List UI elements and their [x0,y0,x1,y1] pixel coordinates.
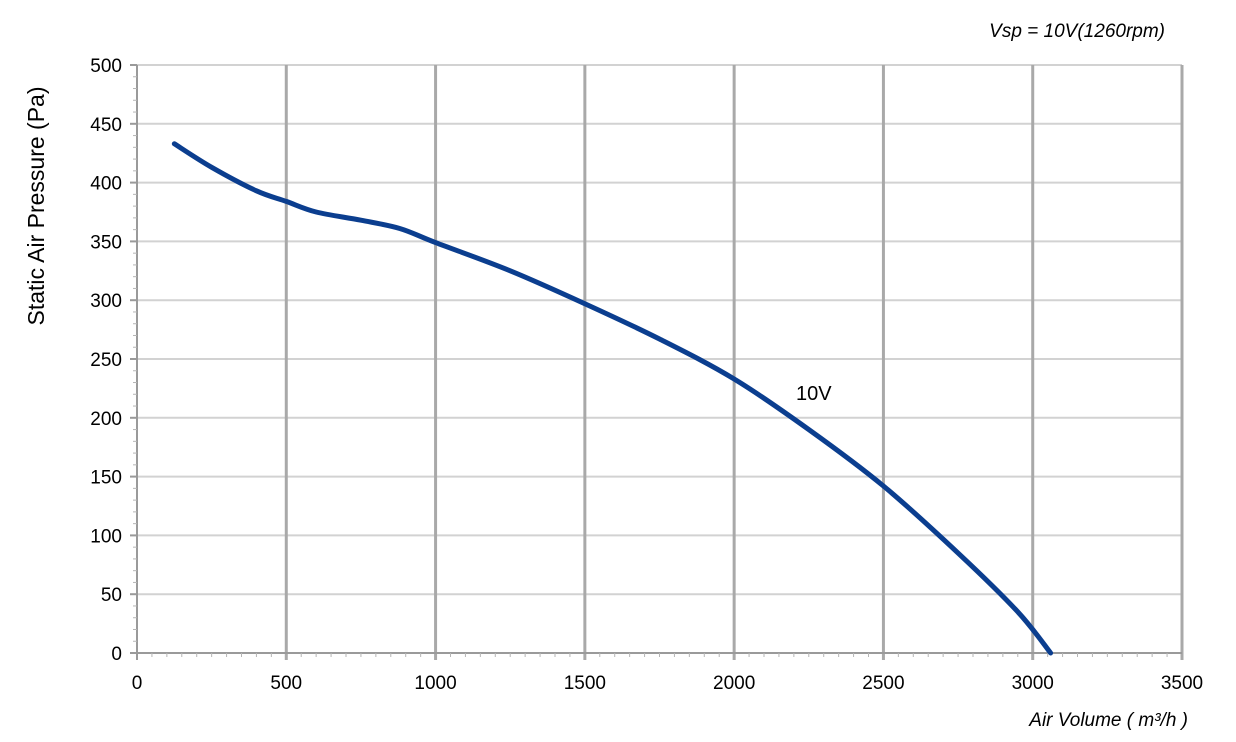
y-tick-label: 200 [90,409,122,430]
grid [130,64,1184,660]
y-tick-label: 300 [90,291,122,312]
y-tick-label: 400 [90,174,122,195]
y-tick-label: 350 [90,232,122,253]
y-tick-label: 0 [111,644,122,665]
tick-marks [130,64,1168,657]
y-tick-labels: 0 50 100 150 200 250 300 350 400 450 500 [90,56,122,665]
y-tick-label: 50 [101,585,122,606]
y-axis-title: Static Air Pressure (Pa) [23,86,49,325]
x-tick-label: 0 [132,673,143,694]
x-tick-label: 3000 [1012,673,1054,694]
series-group [171,141,1054,656]
y-tick-label: 500 [90,56,122,77]
x-tick-label: 3500 [1161,673,1203,694]
series-label-10v: 10V [796,383,832,405]
y-tick-label: 150 [90,468,122,489]
y-tick-label: 450 [90,115,122,136]
x-tick-label: 1000 [414,673,456,694]
x-tick-label: 2000 [713,673,755,694]
series-line-10v [171,141,1054,656]
y-tick-label: 250 [90,350,122,371]
x-tick-label: 1500 [564,673,606,694]
x-tick-label: 500 [270,673,302,694]
chart-subtitle: Vsp = 10V(1260rpm) [989,21,1165,42]
x-tick-labels: 0 500 1000 1500 2000 2500 3000 3500 [132,673,1203,694]
x-axis-title: Air Volume ( m³/h ) [1028,710,1188,731]
y-tick-label: 100 [90,526,122,547]
x-tick-label: 2500 [862,673,904,694]
